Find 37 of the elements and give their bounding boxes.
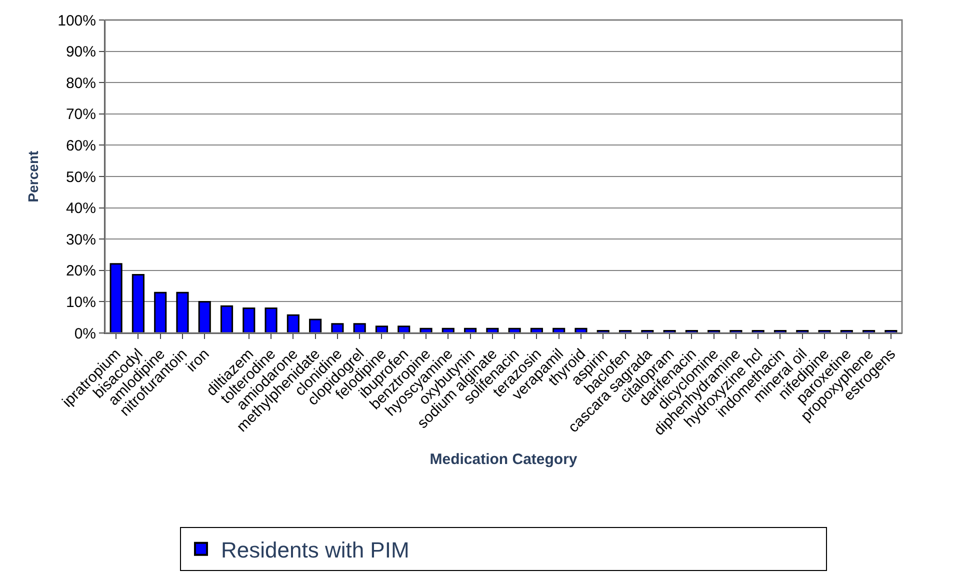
y-tick-label: 20% [66,262,96,280]
y-tick-label: 50% [66,168,96,186]
y-tick-label: 0% [74,325,96,342]
bar [530,328,543,333]
y-tick-label: 70% [66,106,96,124]
y-tick-label: 10% [66,294,96,311]
bar [464,328,477,333]
bar [574,328,588,333]
bar [132,274,144,333]
bar [220,305,234,333]
bar [309,318,322,333]
bar [110,263,122,333]
bar [442,328,454,333]
y-tick-label: 30% [66,231,96,248]
bar [353,323,366,333]
bar [198,300,211,333]
x-axis-title: Medication Category [430,451,578,468]
bar [286,314,300,333]
y-tick-label: 80% [66,74,96,92]
y-tick-label: 40% [66,200,96,218]
y-tick-label: 60% [66,137,96,154]
bar [508,328,521,333]
legend-label: Residents with PIM [221,537,410,562]
bar [264,308,278,333]
bar [242,308,256,333]
bar [486,328,499,333]
y-tick-label: 90% [66,44,96,61]
bar [176,292,189,333]
y-tick-label: 100% [58,12,96,30]
bar [818,330,831,333]
bar [375,326,388,333]
y-axis-title: Percent [25,150,42,202]
bar [154,292,167,333]
bar [398,326,410,333]
bar [420,328,432,333]
bar [331,323,344,333]
bar [552,328,566,333]
